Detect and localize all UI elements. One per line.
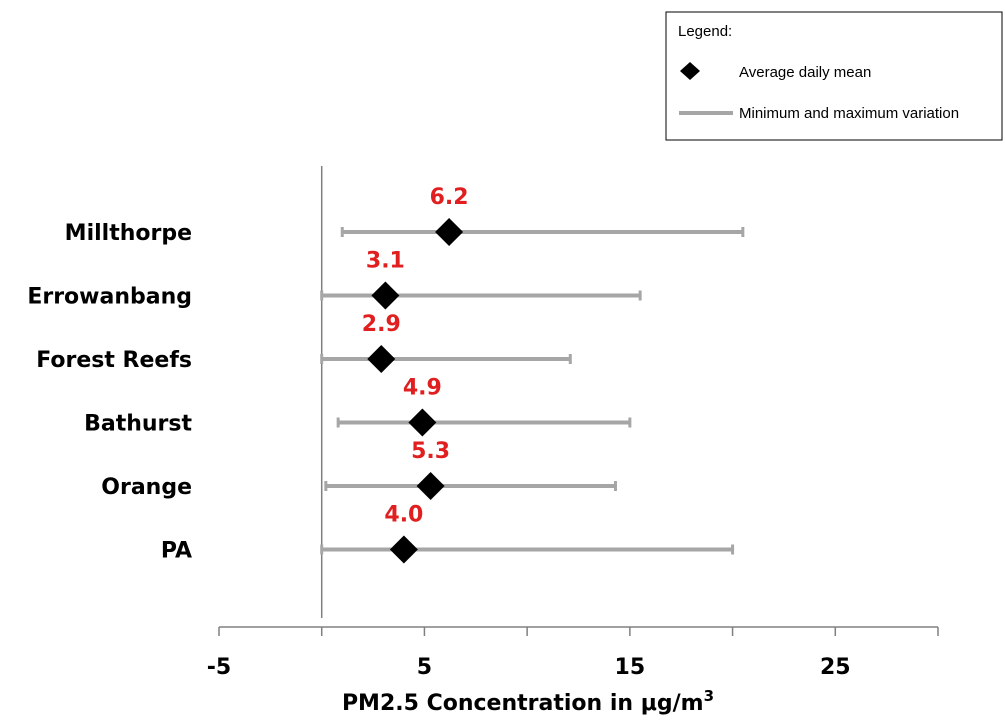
mean-marker [435, 218, 464, 246]
x-axis-title-superscript: 3 [704, 687, 714, 705]
legend: Legend: Average daily mean Minimum and m… [665, 11, 1003, 141]
value-label: 5.3 [411, 439, 450, 464]
x-tick-label: -5 [207, 655, 231, 680]
mean-marker [416, 472, 445, 500]
x-axis-title: PM2.5 Concentration in μg/m3 [342, 687, 714, 716]
x-axis: -5 5 15 25 [207, 626, 939, 680]
x-tick-label: 25 [820, 655, 851, 680]
category-label: Errowanbang [27, 285, 192, 310]
x-axis-title-text: PM2.5 Concentration in μg/m [342, 691, 704, 716]
category-label: PA [161, 539, 192, 564]
category-label: Orange [101, 475, 192, 500]
mean-marker [367, 345, 396, 373]
plot-area: Millthorpe 6.2 Errowanbang 3.1 Forest Reefs 2… [27, 166, 745, 618]
legend-mean-label: Average daily mean [739, 64, 871, 81]
mean-marker [389, 535, 418, 564]
legend-diamond-icon [680, 62, 700, 80]
x-tick-label: 15 [615, 655, 646, 680]
value-label: 3.1 [366, 249, 405, 274]
legend-title: Legend: [678, 23, 732, 40]
legend-range-label: Minimum and maximum variation [739, 105, 959, 122]
value-label: 2.9 [362, 312, 401, 337]
mean-marker [408, 408, 437, 437]
legend-box [665, 11, 1003, 141]
category-label: Forest Reefs [36, 348, 192, 373]
value-label: 4.0 [384, 503, 423, 528]
category-label: Bathurst [84, 412, 192, 437]
category-label: Millthorpe [65, 221, 192, 246]
value-label: 4.9 [403, 376, 442, 401]
mean-marker [371, 281, 400, 310]
x-tick-label: 5 [417, 655, 432, 680]
value-label: 6.2 [430, 185, 469, 210]
